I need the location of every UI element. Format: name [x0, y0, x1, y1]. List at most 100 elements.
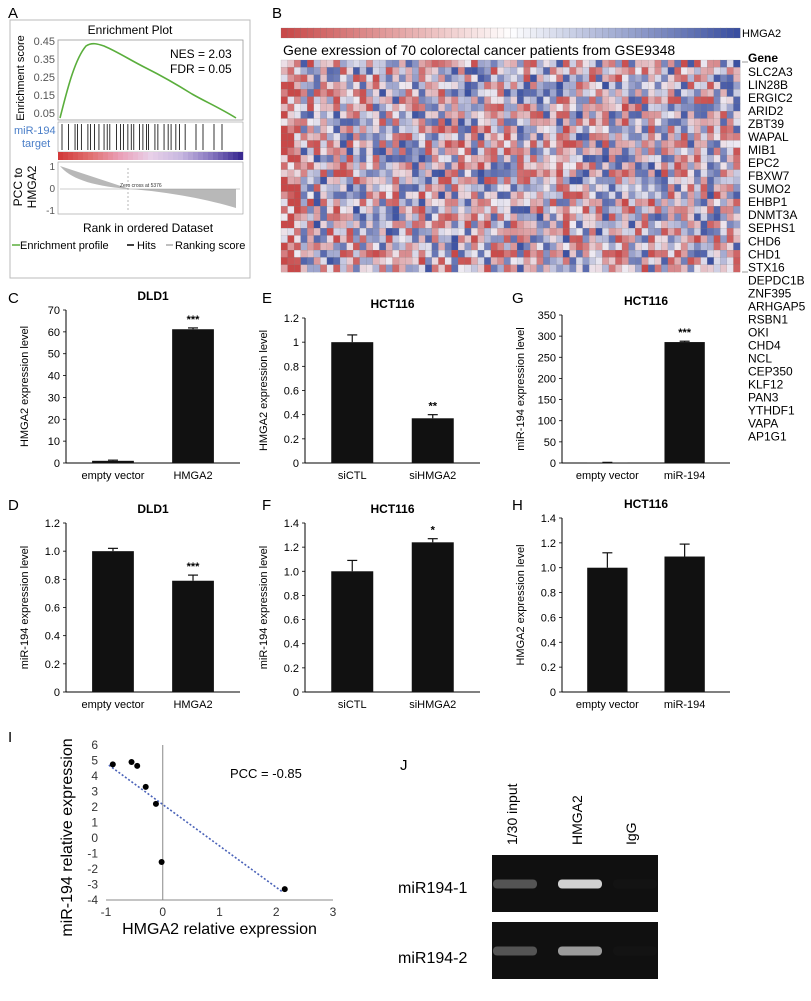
heatmap-cell	[621, 220, 629, 229]
heatmap-cell	[484, 242, 492, 251]
heatmap-cell	[333, 162, 341, 170]
heatmap-cell	[536, 118, 544, 127]
heatmap-cell	[621, 184, 629, 192]
heatmap-cell	[707, 103, 715, 112]
heatmap-cell	[628, 118, 636, 127]
heatmap-cell	[569, 169, 577, 178]
heatmap-cell	[425, 103, 433, 112]
heatmap-cell	[412, 169, 419, 178]
heatmap-cell	[497, 59, 505, 68]
heatmap-cell	[700, 235, 708, 244]
heatmap-cell	[530, 111, 538, 119]
heatmap-cell	[313, 206, 321, 214]
heatmap-cell	[733, 206, 741, 214]
heatmap-cell	[457, 198, 465, 207]
heatmap-cell	[694, 198, 701, 207]
heatmap-cell	[720, 81, 728, 90]
heatmap-cell	[379, 111, 387, 119]
heatmap-cell	[412, 198, 419, 207]
heatmap-cell	[287, 111, 295, 119]
heatmap-cell	[444, 228, 452, 236]
heatmap-cell	[280, 118, 288, 127]
heatmap-cell	[398, 191, 406, 200]
heatmap-cell	[628, 242, 636, 251]
heatmap-cell	[628, 147, 636, 156]
heatmap-cell	[562, 118, 570, 127]
heatmap-cell	[392, 74, 400, 83]
heatmap-cell	[405, 96, 413, 105]
heatmap-cell	[412, 264, 419, 273]
heatmap-cell	[543, 162, 551, 170]
heatmap-cell	[569, 133, 577, 141]
heatmap-cell	[516, 235, 524, 244]
heatmap-cell	[464, 235, 472, 244]
heatmap-cell	[648, 154, 656, 163]
heatmap-cell	[516, 147, 524, 156]
heatmap-cell	[307, 242, 315, 251]
heatmap-cell	[733, 111, 741, 119]
heatmap-cell	[615, 74, 623, 83]
heatmap-cell	[366, 81, 374, 90]
heatmap-cell	[431, 154, 439, 163]
heatmap-cell	[556, 257, 564, 265]
heatmap-cell	[431, 162, 439, 170]
heatmap-cell	[405, 111, 413, 119]
heatmap-cell	[549, 235, 557, 244]
heatmap-cell	[694, 89, 701, 97]
heatmap-cell	[694, 81, 701, 90]
heatmap-cell	[523, 235, 531, 244]
heatmap-cell	[346, 235, 354, 244]
gel-image	[492, 855, 658, 979]
heatmap-cell	[392, 147, 400, 156]
heatmap-cell	[412, 213, 419, 222]
heatmap-cell	[687, 111, 695, 119]
heatmap-cell	[523, 206, 531, 214]
heatmap-cell	[628, 176, 636, 185]
heatmap-cell	[608, 235, 616, 244]
heatmap-cell	[471, 228, 478, 236]
heatmap-cell	[346, 220, 354, 229]
heatmap-cell	[405, 89, 413, 97]
heatmap-cell	[523, 242, 531, 251]
heatmap-cell	[628, 249, 636, 258]
heatmap-cell	[615, 133, 623, 141]
heatmap-cell	[667, 235, 675, 244]
heatmap-cell	[438, 59, 446, 68]
heatmap-cell	[654, 111, 662, 119]
heatmap-cell	[667, 169, 675, 178]
heatmap-cell	[484, 67, 492, 75]
heatmap-cell	[444, 264, 452, 273]
heatmap-cell	[733, 96, 741, 105]
heatmap-cell	[589, 74, 597, 83]
heatmap-cell	[648, 125, 656, 134]
heatmap-cell	[510, 242, 518, 251]
heatmap-cell	[392, 242, 400, 251]
heatmap-cell	[680, 74, 688, 83]
heatmap-cell	[543, 59, 551, 68]
heatmap-cell	[339, 184, 347, 192]
hmga2-bar-cell	[431, 27, 439, 39]
bar	[331, 342, 374, 463]
heatmap-cell	[510, 191, 518, 200]
heatmap-cell	[661, 96, 669, 105]
heatmap-cell	[451, 89, 459, 97]
heatmap-cell	[667, 81, 675, 90]
heatmap-cell	[307, 228, 315, 236]
heatmap-cell	[687, 154, 695, 163]
heatmap-cell	[621, 257, 629, 265]
heatmap-cell	[530, 103, 538, 112]
heatmap-cell	[326, 147, 334, 156]
heatmap-cell	[628, 213, 636, 222]
heatmap-cell	[720, 206, 728, 214]
heatmap-cell	[562, 213, 570, 222]
heatmap-cell	[313, 176, 321, 185]
heatmap-cell	[398, 89, 406, 97]
heatmap-cell	[379, 169, 387, 178]
hmga2-bar-cell	[575, 27, 584, 39]
heatmap-cell	[353, 81, 360, 90]
heatmap-cell	[582, 59, 590, 68]
hmga2-bar-cell	[536, 27, 544, 39]
heatmap-cell	[608, 257, 616, 265]
heatmap-cell	[484, 162, 492, 170]
heatmap-cell	[326, 162, 334, 170]
